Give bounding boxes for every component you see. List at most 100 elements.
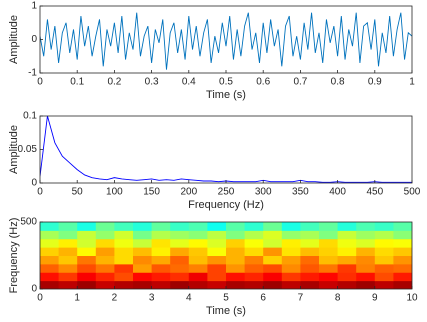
x-tick-label: 9 [372, 293, 378, 304]
heat-cell [58, 255, 78, 265]
heat-cell [300, 247, 320, 256]
heat-cell [244, 255, 264, 265]
y-tick-label: 500 [20, 217, 37, 228]
heat-cell [319, 230, 339, 240]
heat-cell [374, 238, 394, 248]
heat-cell [263, 272, 283, 282]
heat-cell [133, 222, 153, 231]
heat-cell [151, 280, 171, 289]
heat-cell [207, 263, 227, 273]
heat-cell [207, 222, 227, 231]
y-axis-label: Amplitude [8, 15, 20, 64]
heat-cell [77, 272, 97, 282]
x-tick-label: 100 [106, 187, 123, 198]
heat-cell [40, 255, 60, 265]
heat-cell [281, 230, 301, 240]
heat-cell [151, 222, 171, 231]
axes-box [39, 115, 413, 184]
x-tick-label: 0.9 [368, 77, 382, 88]
heat-cell [319, 255, 339, 265]
heat-cell [40, 263, 60, 273]
heat-cell [95, 238, 115, 248]
heat-cell [319, 238, 339, 248]
heat-cell [393, 230, 412, 240]
heat-cell [319, 272, 339, 282]
heat-cell [40, 280, 60, 289]
heat-cell [374, 222, 394, 231]
x-axis-label: Time (s) [206, 89, 246, 101]
heat-cell [151, 263, 171, 273]
heat-cell [114, 238, 134, 248]
heat-cell [40, 238, 60, 248]
heat-cell [188, 238, 208, 248]
heat-cell [300, 222, 320, 231]
heat-cell [244, 230, 264, 240]
x-tick-label: 5 [223, 293, 229, 304]
heat-cell [244, 263, 264, 273]
heat-cell [356, 247, 376, 256]
heat-cell [319, 222, 339, 231]
heat-cell [281, 255, 301, 265]
heat-cell [207, 230, 227, 240]
heat-cell [281, 247, 301, 256]
heat-cell [114, 222, 134, 231]
heat-cell [226, 272, 246, 282]
heat-cell [244, 247, 264, 256]
x-tick-label: 0.3 [145, 77, 159, 88]
heat-cell [356, 222, 376, 231]
heat-cell [300, 230, 320, 240]
heat-cell [337, 263, 357, 273]
heat-cell [393, 222, 412, 231]
heat-cell [58, 230, 78, 240]
heat-cell [188, 255, 208, 265]
heat-cell [374, 280, 394, 289]
heat-cell [244, 222, 264, 231]
x-tick-label: 250 [218, 187, 235, 198]
x-tick-label: 0.8 [331, 77, 345, 88]
plot-area [40, 116, 412, 183]
heat-cell [207, 247, 227, 256]
heat-cell [263, 222, 283, 231]
heat-cell [393, 280, 412, 289]
heat-cell [300, 272, 320, 282]
heat-cell [133, 230, 153, 240]
x-tick-label: 7 [298, 293, 304, 304]
heat-cell [95, 222, 115, 231]
heat-cell [170, 263, 190, 273]
y-tick-label: 1 [31, 1, 37, 12]
heat-cell [300, 255, 320, 265]
heat-cell [226, 238, 246, 248]
heat-cell [226, 230, 246, 240]
heat-cell [77, 263, 97, 273]
y-axis-label: Amplitude [8, 125, 20, 174]
heat-cell [226, 222, 246, 231]
heat-cell [58, 247, 78, 256]
heat-cell [170, 255, 190, 265]
heat-cell [133, 272, 153, 282]
heat-cell [151, 272, 171, 282]
series-line [40, 116, 412, 183]
heat-cell [170, 230, 190, 240]
heat-cell [40, 230, 60, 240]
y-tick-label: -1 [28, 68, 37, 79]
heat-cell [151, 247, 171, 256]
heat-cell [188, 263, 208, 273]
heat-cell [114, 280, 134, 289]
series-line [40, 12, 412, 70]
heat-cell [374, 272, 394, 282]
x-tick-label: 150 [143, 187, 160, 198]
x-tick-label: 3 [149, 293, 155, 304]
heat-cell [393, 247, 412, 256]
heat-cell [151, 255, 171, 265]
x-tick-label: 0 [37, 293, 43, 304]
heat-cell [281, 280, 301, 289]
heat-cell [114, 247, 134, 256]
heat-cell [170, 222, 190, 231]
heat-cell [356, 255, 376, 265]
heat-cell [40, 247, 60, 256]
x-axis-label: Frequency (Hz) [188, 199, 264, 211]
heat-cell [374, 247, 394, 256]
heat-cell [263, 238, 283, 248]
x-tick-label: 450 [366, 187, 383, 198]
x-tick-label: 50 [72, 187, 84, 198]
